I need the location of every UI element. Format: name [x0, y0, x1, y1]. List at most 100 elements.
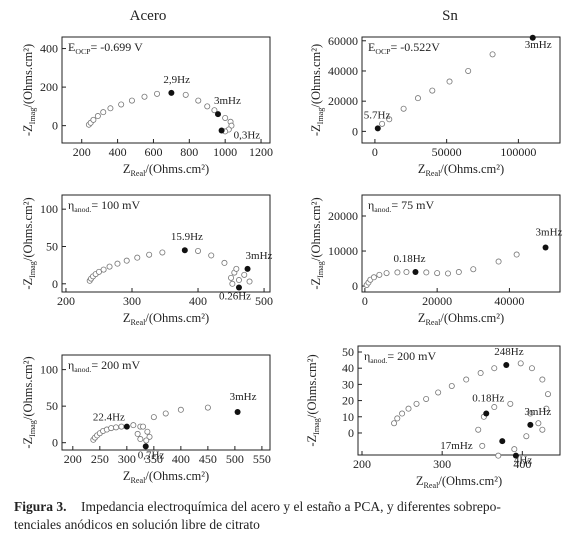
point-label: 0,3Hz	[234, 129, 261, 141]
column-title: Acero	[130, 8, 167, 24]
annotation-main: E	[368, 40, 375, 54]
data-point	[182, 91, 189, 98]
data-point	[489, 51, 496, 58]
data-point	[94, 113, 101, 120]
y-tick-label: 0	[52, 277, 58, 291]
x-axis-label-main: Z	[123, 162, 131, 176]
data-point	[235, 277, 242, 284]
y-tick-label: 60000	[328, 34, 358, 48]
y-axis-label-rest: /(Ohms.cm²)	[21, 44, 35, 108]
highlight-point	[527, 421, 534, 428]
data-point	[491, 365, 498, 372]
x-axis-label-rest: /(Ohms.cm²)	[145, 162, 209, 176]
x-axis-label-rest: /(Ohms.cm²)	[440, 162, 504, 176]
point-label: 3mHz	[525, 39, 552, 51]
x-tick-label: 300	[433, 457, 451, 471]
point-label: 0,7Hz	[138, 449, 165, 461]
data-point	[233, 265, 240, 272]
y-axis-label-rest: /(Ohms.cm²)	[305, 354, 319, 418]
data-point	[144, 428, 151, 435]
data-point	[108, 425, 115, 432]
data-point	[463, 376, 470, 383]
annotation-main: η	[368, 198, 374, 212]
data-point	[123, 257, 130, 264]
x-tick-label: 550	[253, 452, 271, 466]
y-axis-label: -ZImag/(Ohms.cm²)	[21, 356, 37, 448]
data-point	[222, 114, 229, 121]
point-label: 3mHz	[524, 406, 551, 418]
y-tick-label: 100	[40, 202, 58, 216]
y-axis-label-sub: Imag	[28, 261, 37, 278]
y-tick-label: 0	[52, 436, 58, 450]
data-point	[241, 271, 248, 278]
x-tick-label: 200	[353, 457, 371, 471]
highlight-point	[168, 89, 175, 96]
data-point	[208, 252, 215, 259]
annotation: EOCP= -0.522V	[368, 40, 440, 56]
annotation-sub: anod.	[74, 205, 91, 214]
x-tick-label: 1000	[213, 145, 237, 159]
annotation-rest: = 75 mV	[391, 198, 434, 212]
data-point	[141, 93, 148, 100]
highlight-point	[215, 111, 221, 118]
y-tick-label: 0	[348, 426, 354, 440]
data-point	[162, 410, 169, 417]
data-point	[423, 269, 430, 276]
point-label: 15.9Hz	[171, 231, 203, 243]
data-point	[429, 87, 436, 94]
y-axis-label-main: -Z	[305, 435, 319, 447]
plot-frame	[361, 194, 561, 293]
x-tick-label: 200	[64, 452, 82, 466]
data-point	[470, 266, 477, 273]
highlight-point	[512, 452, 519, 459]
annotation: EOCP= -0.699 V	[68, 40, 143, 56]
data-point	[479, 442, 486, 449]
data-point	[405, 405, 412, 412]
highlight-point	[542, 244, 549, 251]
data-point	[528, 365, 535, 372]
data-point	[150, 414, 157, 421]
data-point	[204, 404, 211, 411]
y-axis-label-sub: Imag	[316, 108, 325, 125]
highlight-point	[244, 265, 251, 272]
annotation-rest: = -0.522V	[391, 40, 441, 54]
y-tick-label: 50	[46, 399, 58, 413]
x-tick-label: 100000	[500, 145, 536, 159]
annotation-main: η	[364, 349, 370, 363]
point-label: 248Hz	[494, 346, 523, 358]
x-axis-label: ZReal/(Ohms.cm²)	[123, 469, 209, 485]
x-axis-label: ZReal/(Ohms.cm²)	[418, 162, 504, 178]
x-tick-label: 0	[372, 145, 378, 159]
x-tick-label: 800	[180, 145, 198, 159]
data-point	[106, 263, 113, 270]
x-axis-label: ZReal/(Ohms.cm²)	[416, 474, 502, 490]
data-point	[228, 274, 235, 281]
highlight-point	[499, 438, 506, 445]
data-point	[229, 280, 236, 287]
point-label: 3mHz	[536, 227, 563, 239]
y-axis-label-sub: Imag	[312, 418, 321, 435]
x-axis-label-rest: /(Ohms.cm²)	[145, 311, 209, 325]
data-point	[376, 271, 383, 278]
data-point	[495, 452, 502, 459]
x-tick-label: 350	[145, 452, 163, 466]
y-axis-label: -ZImag/(Ohms.cm²)	[21, 44, 37, 136]
x-axis-label: ZReal/(Ohms.cm²)	[123, 311, 209, 327]
x-tick-label: 400	[189, 294, 207, 308]
annotation-sub: anod.	[370, 356, 387, 365]
highlight-point	[218, 127, 225, 134]
annotation-rest: = -0.699 V	[91, 40, 144, 54]
annotation-main: η	[68, 358, 74, 372]
point-label: 17mHz	[440, 440, 473, 452]
data-point	[403, 269, 410, 276]
data-point	[211, 107, 218, 114]
y-tick-label: 10	[342, 410, 354, 424]
data-point	[539, 376, 546, 383]
data-point	[507, 400, 514, 407]
data-point	[154, 90, 161, 97]
annotation: ηanod.= 100 mV	[68, 198, 140, 214]
data-point	[495, 258, 502, 265]
point-label: 3mHz	[230, 391, 257, 403]
x-tick-label: 500	[255, 294, 273, 308]
